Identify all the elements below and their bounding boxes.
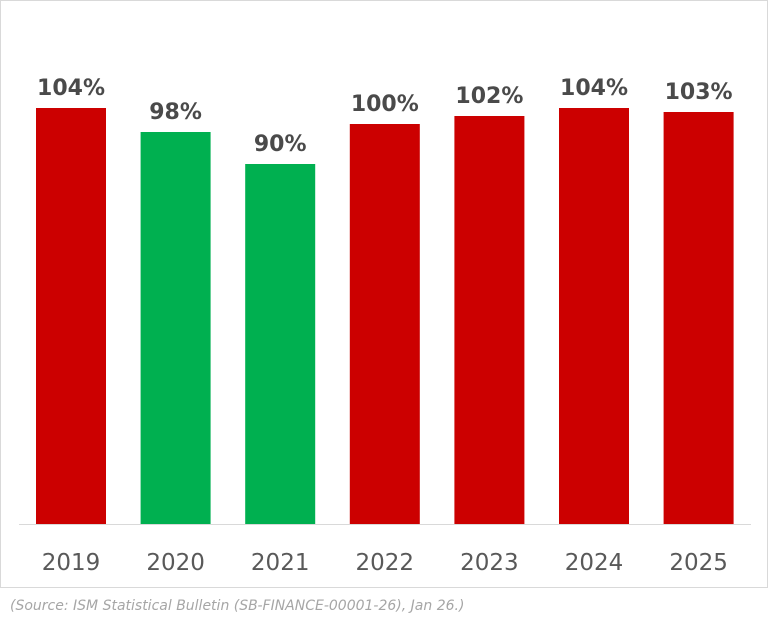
value-labels-group: 104% 98% 90% 100% 102% 104% 103% bbox=[37, 76, 733, 157]
x-tick-label-2021: 2021 bbox=[251, 550, 310, 576]
bar-2019 bbox=[36, 108, 106, 524]
value-label-2024: 104% bbox=[560, 76, 628, 101]
x-tick-label-2024: 2024 bbox=[565, 550, 624, 576]
bar-2023 bbox=[454, 116, 525, 524]
bars-group bbox=[36, 108, 734, 524]
bar-2022 bbox=[349, 124, 420, 524]
bar-chart: 104%98%90%100% 102% 104% 103% 2019 2020 2021 2… bbox=[19, 76, 751, 576]
value-label-2023: 102% bbox=[455, 84, 523, 109]
value-label-2025: 103% bbox=[665, 80, 733, 105]
bar-2024 bbox=[559, 108, 629, 524]
x-tick-label-2022: 2022 bbox=[356, 550, 415, 576]
x-tick-labels-group: 2019 2020 2021 2022 2023 2024 2025 bbox=[42, 550, 728, 576]
source-note: (Source: ISM Statistical Bulletin (SB-FI… bbox=[10, 598, 465, 614]
value-label-2019: 104% bbox=[37, 76, 105, 101]
value-label-2022: 100% bbox=[351, 92, 419, 117]
x-tick-label-2019: 2019 bbox=[42, 550, 101, 576]
x-tick-label-2020: 2020 bbox=[146, 550, 205, 576]
x-tick-label-2023: 2023 bbox=[460, 550, 519, 576]
bar-2020 bbox=[140, 132, 211, 524]
bar-2025 bbox=[663, 112, 734, 524]
value-label-2021: 90% bbox=[254, 132, 307, 157]
bar-2021 bbox=[245, 164, 316, 524]
value-label-2020: 98% bbox=[149, 100, 202, 125]
chart-frame: 104% 98% 90% 100% 102% 104% 103% 2019 2020 2021 2… bbox=[0, 0, 768, 588]
x-tick-label-2025: 2025 bbox=[669, 550, 728, 576]
